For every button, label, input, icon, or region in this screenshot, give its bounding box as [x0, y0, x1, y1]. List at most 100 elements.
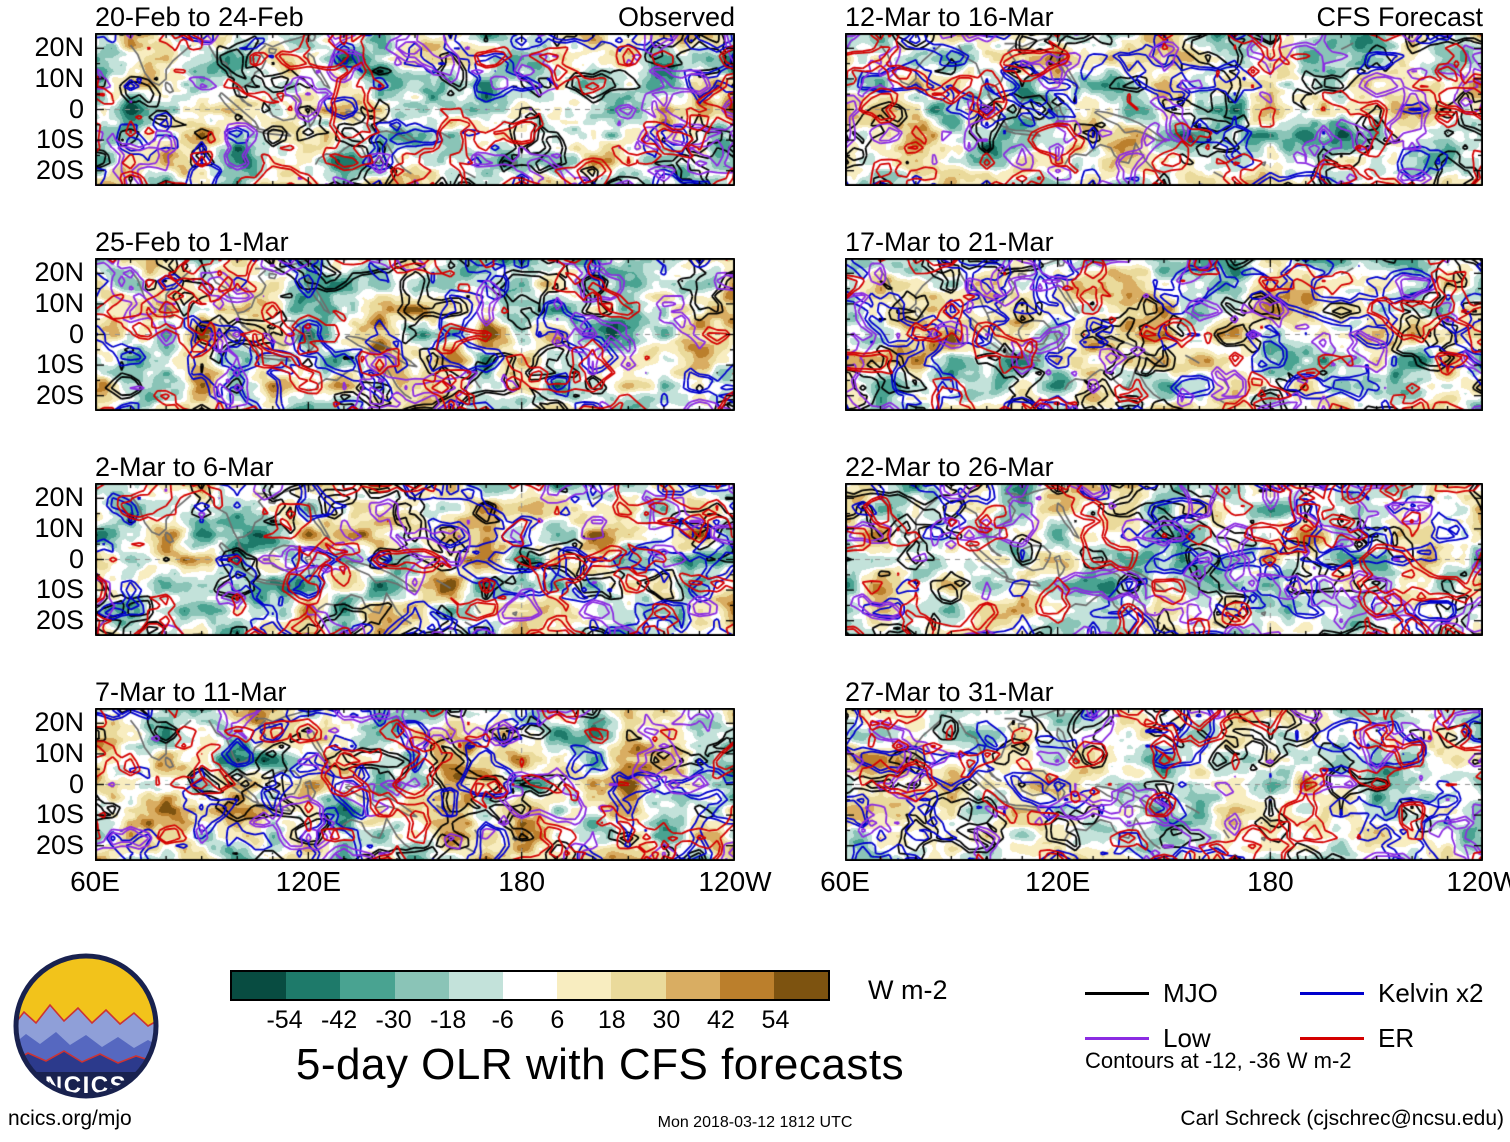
colorbar-tick-label: -42 — [321, 1006, 358, 1034]
colorbar-tick-label: 42 — [707, 1006, 735, 1034]
legend-label: MJO — [1163, 978, 1218, 1008]
x-axis-label: 60E — [70, 866, 120, 897]
olr-map-canvas — [845, 258, 1483, 411]
olr-map-canvas — [845, 708, 1483, 861]
olr-map-canvas — [95, 258, 735, 411]
legend-item: MJO — [1085, 978, 1300, 1009]
panel-date-range: 2-Mar to 6-Mar — [95, 452, 274, 482]
panel-date-range: 27-Mar to 31-Mar — [845, 677, 1054, 707]
colorbar-cell — [394, 972, 449, 999]
y-axis-label: 20S — [35, 379, 84, 410]
panel-title-bar: 2-Mar to 6-Mar — [95, 452, 735, 483]
map-panel: 27-Mar to 31-Mar — [845, 677, 1483, 861]
y-axis-label: 20N — [34, 32, 84, 63]
panel-title-bar: 25-Feb to 1-Mar — [95, 227, 735, 258]
panel-date-range: 7-Mar to 11-Mar — [95, 677, 287, 707]
y-axis-label: 10S — [35, 348, 84, 379]
colorbar-units: W m-2 — [868, 975, 948, 1005]
colorbar-cell — [448, 972, 503, 999]
colorbar-cell — [502, 972, 558, 999]
colorbar-cell — [557, 972, 612, 999]
colorbar-cell — [719, 972, 774, 999]
legend-line-swatch — [1085, 992, 1149, 995]
panel-column-header: CFS Forecast — [1316, 2, 1483, 32]
x-axis-label: 180 — [1246, 866, 1294, 897]
y-axis-label: 0 — [68, 318, 84, 349]
y-axis-label: 20N — [34, 707, 84, 738]
colorbar-tick-label: 18 — [597, 1006, 626, 1034]
contour-legend: MJO Kelvin x2 Low ER — [1085, 978, 1505, 1054]
map-panel: 7-Mar to 11-Mar — [95, 677, 735, 861]
y-axis-label: 10S — [35, 123, 84, 154]
map-panel: 22-Mar to 26-Mar — [845, 452, 1483, 636]
y-axis-label: 10S — [35, 573, 84, 604]
panel-title-bar: 17-Mar to 21-Mar — [845, 227, 1483, 258]
contour-levels-note: Contours at -12, -36 W m-2 — [1085, 1048, 1352, 1073]
y-axis-label: 10N — [34, 62, 84, 93]
footer-credit: Carl Schreck (cjschrec@ncsu.edu) — [1180, 1107, 1504, 1130]
colorbar-cell — [773, 972, 829, 999]
map-panel: 2-Mar to 6-Mar — [95, 452, 735, 636]
olr-map-canvas — [845, 33, 1483, 186]
colorbar-cell — [232, 972, 287, 999]
y-axis-label: 20S — [35, 154, 84, 185]
colorbar-cell — [340, 972, 395, 999]
colorbar — [230, 970, 830, 1001]
panel-date-range: 25-Feb to 1-Mar — [95, 227, 289, 257]
y-axis-label: 20N — [34, 257, 84, 288]
colorbar-cell — [611, 972, 666, 999]
colorbar-tick-label: 54 — [761, 1006, 790, 1034]
colorbar-tick-label: 30 — [652, 1006, 681, 1034]
panel-title-bar: 22-Mar to 26-Mar — [845, 452, 1483, 483]
panel-title-bar: 7-Mar to 11-Mar — [95, 677, 735, 708]
panel-title-bar: 20-Feb to 24-Feb Observed — [95, 2, 735, 33]
y-axis-label: 0 — [68, 543, 84, 574]
legend-item: Kelvin x2 — [1300, 978, 1505, 1009]
footer-timestamp: Mon 2018-03-12 1812 UTC — [657, 1114, 853, 1131]
map-panel: 25-Feb to 1-Mar — [95, 227, 735, 411]
logo-border — [13, 953, 159, 1099]
panel-title-bar: 27-Mar to 31-Mar — [845, 677, 1483, 708]
colorbar-tick-label: -6 — [491, 1006, 514, 1034]
map-panel: 17-Mar to 21-Mar — [845, 227, 1483, 411]
x-axis-label: 60E — [820, 866, 870, 897]
colorbar-tick-label: 6 — [550, 1006, 565, 1034]
ncics-logo: NCICS — [13, 953, 159, 1099]
map-panel: 20-Feb to 24-Feb Observed — [95, 2, 735, 186]
y-axis-label: 10N — [34, 287, 84, 318]
x-axis-label: 120W — [698, 866, 772, 897]
colorbar-tick-label: -18 — [430, 1006, 467, 1034]
colorbar-cell — [665, 972, 720, 999]
figure-title: 5-day OLR with CFS forecasts — [295, 1040, 905, 1089]
logo-ridge-line-back — [16, 1003, 156, 1031]
x-axis-label: 120E — [1024, 866, 1091, 897]
panel-date-range: 20-Feb to 24-Feb — [95, 2, 304, 32]
legend-label: Low — [1163, 1023, 1211, 1053]
y-axis-label: 20N — [34, 482, 84, 513]
map-panel: 12-Mar to 16-Mar CFS Forecast — [845, 2, 1483, 186]
y-axis-label: 10N — [34, 737, 84, 768]
legend-label: ER — [1378, 1023, 1415, 1053]
colorbar-cell — [286, 972, 341, 999]
legend-line-swatch — [1085, 1037, 1149, 1040]
y-axis-label: 10N — [34, 512, 84, 543]
x-axis-label: 180 — [498, 866, 546, 897]
panel-column-header: Observed — [617, 2, 735, 32]
colorbar-tick-label: -54 — [266, 1006, 303, 1034]
y-axis-label: 0 — [68, 93, 84, 124]
footer-url: ncics.org/mjo — [8, 1107, 132, 1130]
panel-title-bar: 12-Mar to 16-Mar CFS Forecast — [845, 2, 1483, 33]
panel-date-range: 22-Mar to 26-Mar — [845, 452, 1054, 482]
x-axis-label: 120W — [1446, 866, 1510, 897]
olr-map-canvas — [95, 708, 735, 861]
x-axis-label: 120E — [275, 866, 342, 897]
y-axis-label: 20S — [35, 604, 84, 635]
legend-label: Kelvin x2 — [1378, 978, 1484, 1008]
legend-line-swatch — [1300, 1037, 1364, 1040]
colorbar-tick-label: -30 — [375, 1006, 412, 1034]
y-axis-label: 20S — [35, 829, 84, 860]
panel-date-range: 12-Mar to 16-Mar — [845, 2, 1054, 32]
logo-ridge-line-front — [16, 1050, 156, 1065]
olr-map-canvas — [845, 483, 1483, 636]
legend-item: ER — [1300, 1023, 1505, 1054]
